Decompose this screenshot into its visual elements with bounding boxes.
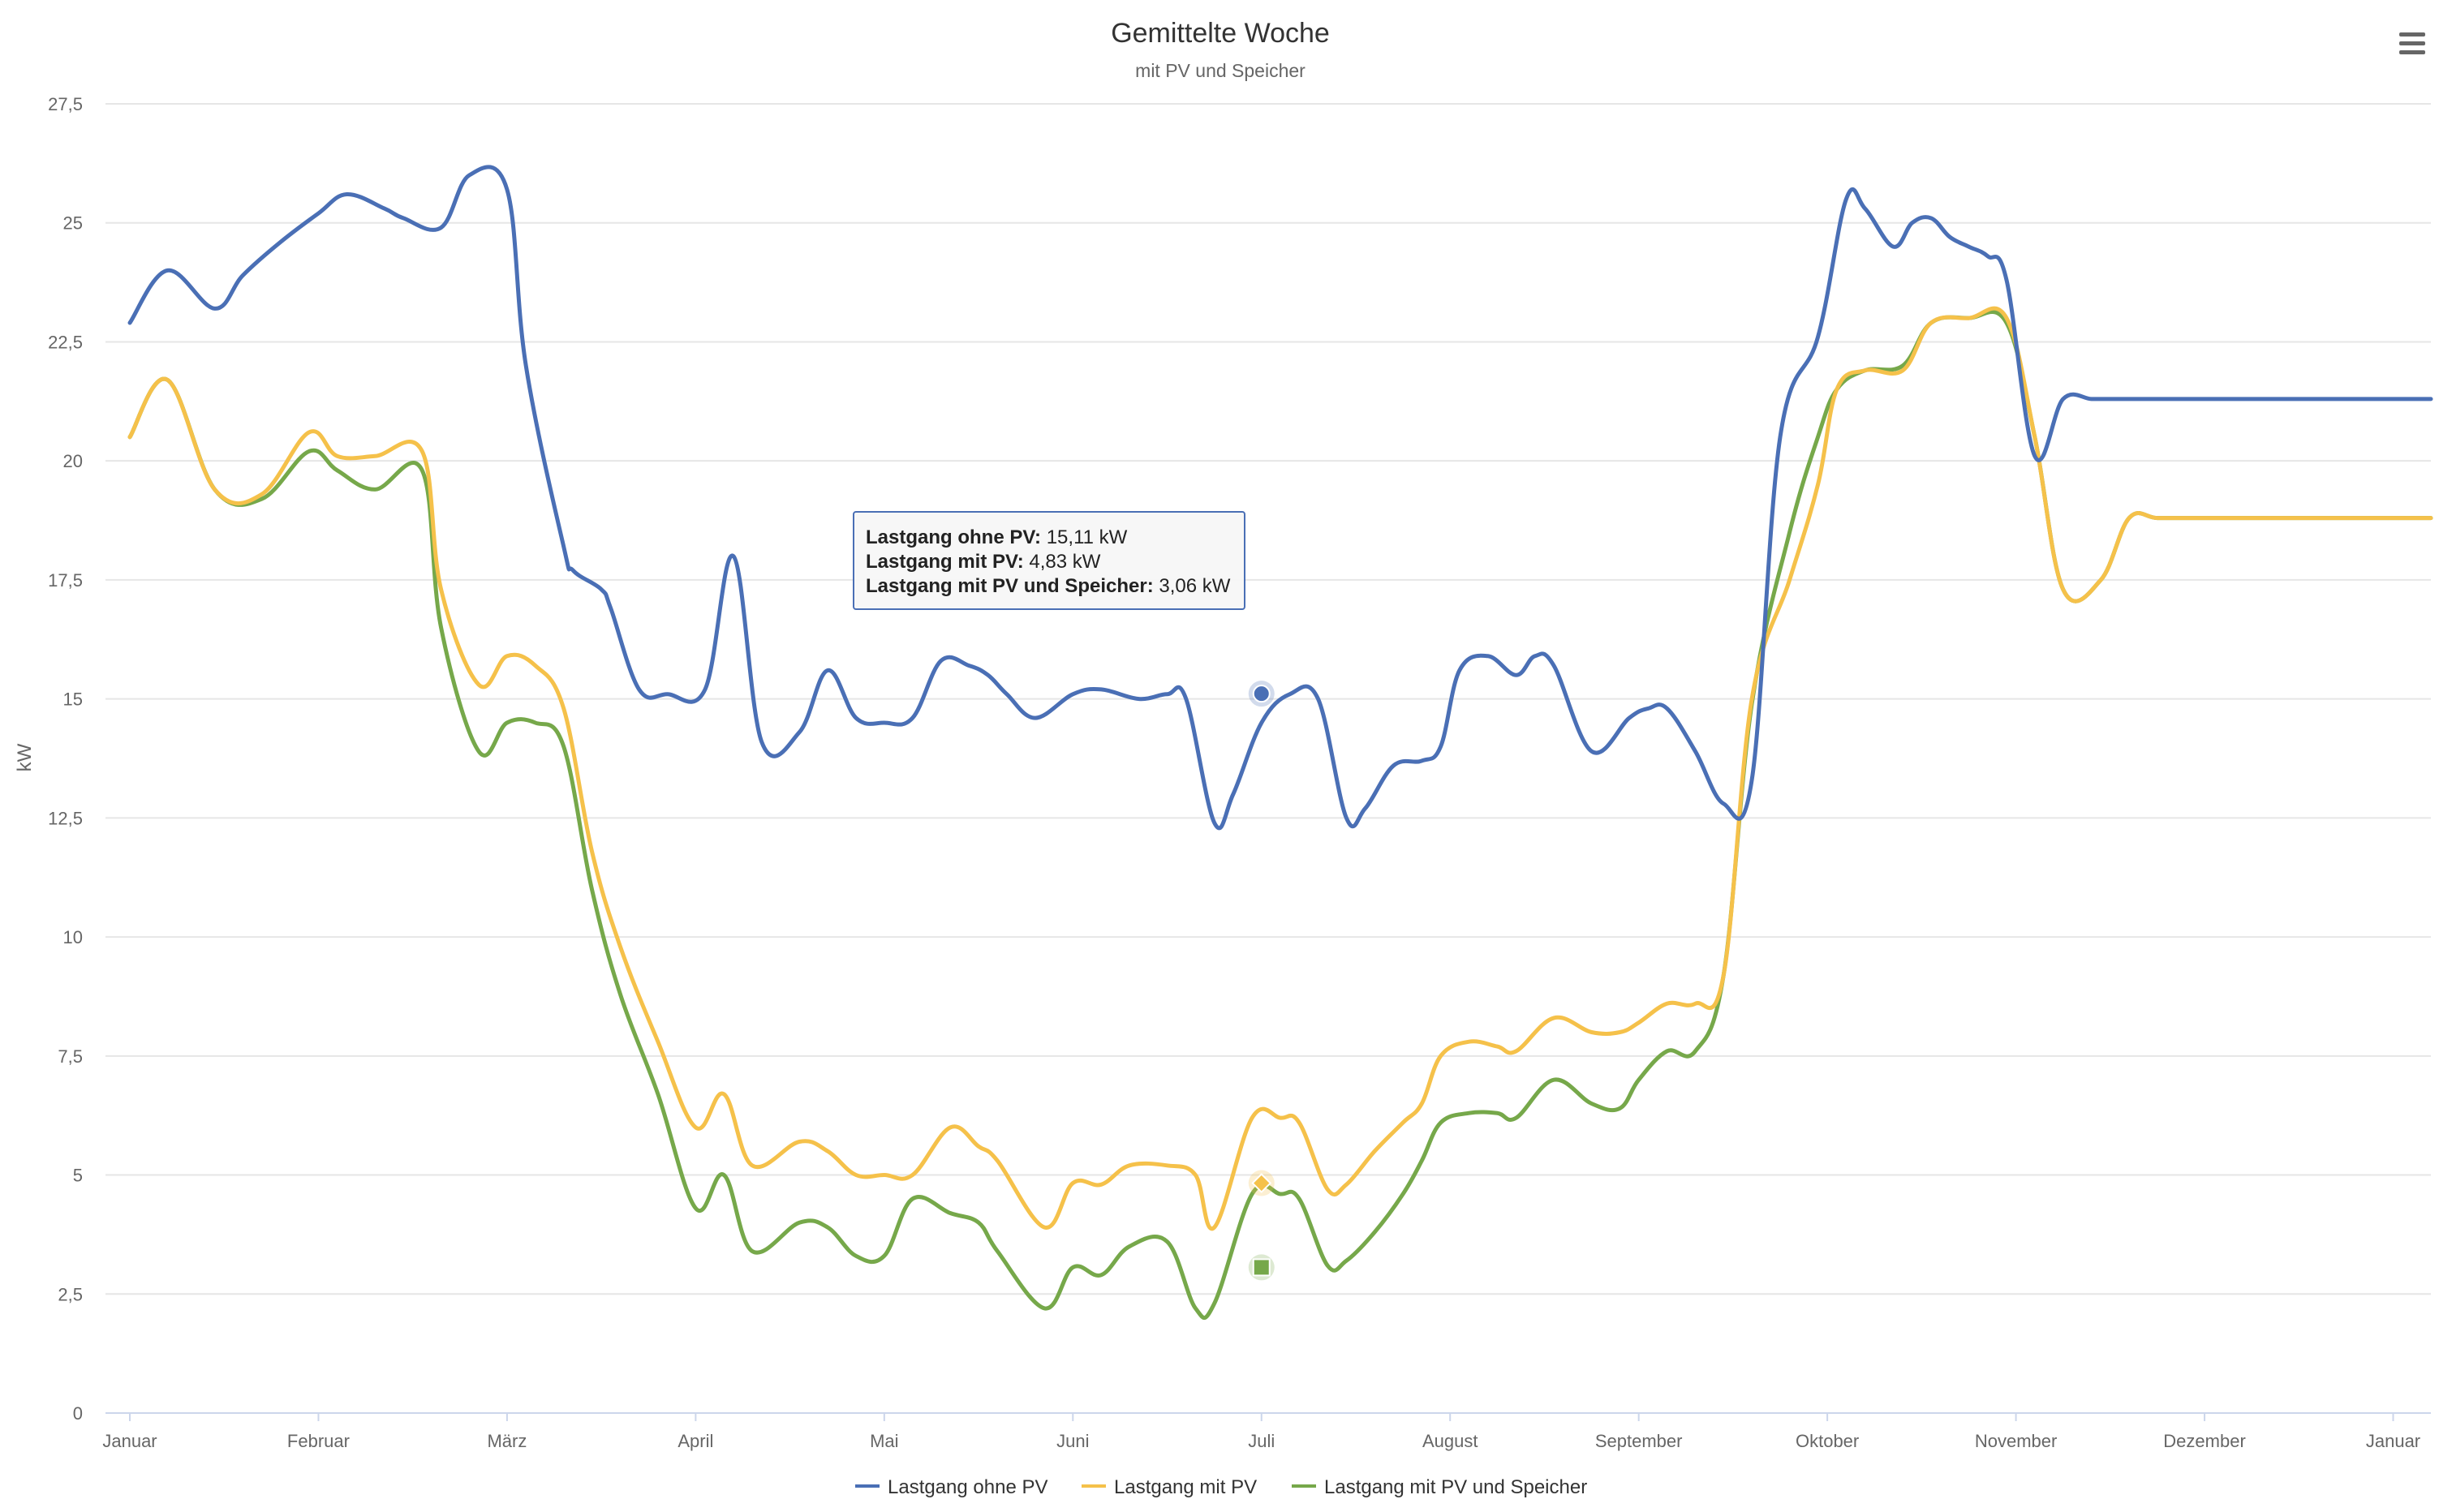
y-tick-label: 17,5 bbox=[48, 570, 83, 591]
grid-lines bbox=[105, 103, 2431, 1414]
y-tick-label: 7,5 bbox=[58, 1046, 83, 1067]
y-tick-label: 2,5 bbox=[58, 1284, 83, 1304]
x-tick-label: August bbox=[1422, 1431, 1478, 1451]
series-line-lastgang-ohne-pv bbox=[127, 165, 2433, 831]
legend-label: Lastgang mit PV und Speicher bbox=[1324, 1476, 1587, 1498]
x-tick-label: Januar bbox=[2366, 1431, 2420, 1451]
x-tick-label: November bbox=[1975, 1431, 2057, 1451]
series-lines bbox=[127, 165, 2433, 1321]
legend: Lastgang ohne PV Lastgang mit PV Lastgan… bbox=[855, 1476, 1587, 1498]
x-tick-label: Februar bbox=[287, 1431, 350, 1451]
highlight-point-diamond bbox=[1251, 1173, 1272, 1193]
legend-item-lastgang-mit-pv-und-speicher[interactable]: Lastgang mit PV und Speicher bbox=[1292, 1476, 1587, 1498]
x-tick-label: September bbox=[1595, 1431, 1683, 1451]
highlight-markers bbox=[1248, 681, 1275, 1281]
legend-item-lastgang-mit-pv[interactable]: Lastgang mit PV bbox=[1082, 1476, 1257, 1498]
legend-label: Lastgang mit PV bbox=[1114, 1476, 1257, 1498]
y-tick-label: 20 bbox=[63, 451, 83, 471]
series-line-lastgang-mit-pv bbox=[127, 306, 2433, 1231]
x-tick-label: Juni bbox=[1056, 1431, 1089, 1451]
x-tick-label: März bbox=[487, 1431, 527, 1451]
series-line-lastgang-mit-pv-und-speicher bbox=[127, 310, 2433, 1321]
y-tick-label: 0 bbox=[73, 1403, 83, 1424]
tooltip-row-3: Lastgang mit PV und Speicher: 3,06 kW bbox=[866, 575, 1231, 597]
y-tick-label: 27,5 bbox=[48, 94, 83, 114]
x-tick-label: Januar bbox=[102, 1431, 157, 1451]
tooltip: Lastgang ohne PV: 15,11 kW Lastgang mit … bbox=[853, 511, 1245, 610]
x-axis-ticks: Januar Februar März April Mai Juni Juli August S… bbox=[102, 1413, 2420, 1451]
highlight-point-square bbox=[1252, 1258, 1271, 1277]
tooltip-row-1: Lastgang ohne PV: 15,11 kW bbox=[866, 526, 1128, 548]
tooltip-row-2: Lastgang mit PV: 4,83 kW bbox=[866, 551, 1101, 573]
y-tick-label: 15 bbox=[63, 689, 83, 710]
y-tick-label: 12,5 bbox=[48, 808, 83, 828]
legend-item-lastgang-ohne-pv[interactable]: Lastgang ohne PV bbox=[855, 1476, 1048, 1498]
hamburger-menu-icon[interactable] bbox=[2398, 31, 2427, 65]
x-tick-label: Oktober bbox=[1796, 1431, 1859, 1451]
y-axis-label: kW bbox=[14, 743, 36, 771]
chart-title: Gemittelte Woche bbox=[1111, 18, 1330, 49]
y-tick-label: 25 bbox=[63, 213, 83, 234]
y-axis-ticks: 0 2,5 5 7,5 10 12,5 15 17,5 20 22,5 25 27,5 bbox=[48, 94, 83, 1424]
y-tick-label: 10 bbox=[63, 927, 83, 947]
highlight-point-circle bbox=[1252, 685, 1271, 703]
x-tick-label: Mai bbox=[870, 1431, 898, 1451]
y-tick-label: 22,5 bbox=[48, 332, 83, 352]
tooltip-box bbox=[853, 511, 1245, 610]
legend-label: Lastgang ohne PV bbox=[888, 1476, 1048, 1498]
x-tick-label: Juli bbox=[1248, 1431, 1275, 1451]
y-tick-label: 5 bbox=[73, 1166, 83, 1186]
chart-subtitle: mit PV und Speicher bbox=[1135, 60, 1306, 81]
x-tick-label: April bbox=[678, 1431, 713, 1451]
x-tick-label: Dezember bbox=[2163, 1431, 2245, 1451]
